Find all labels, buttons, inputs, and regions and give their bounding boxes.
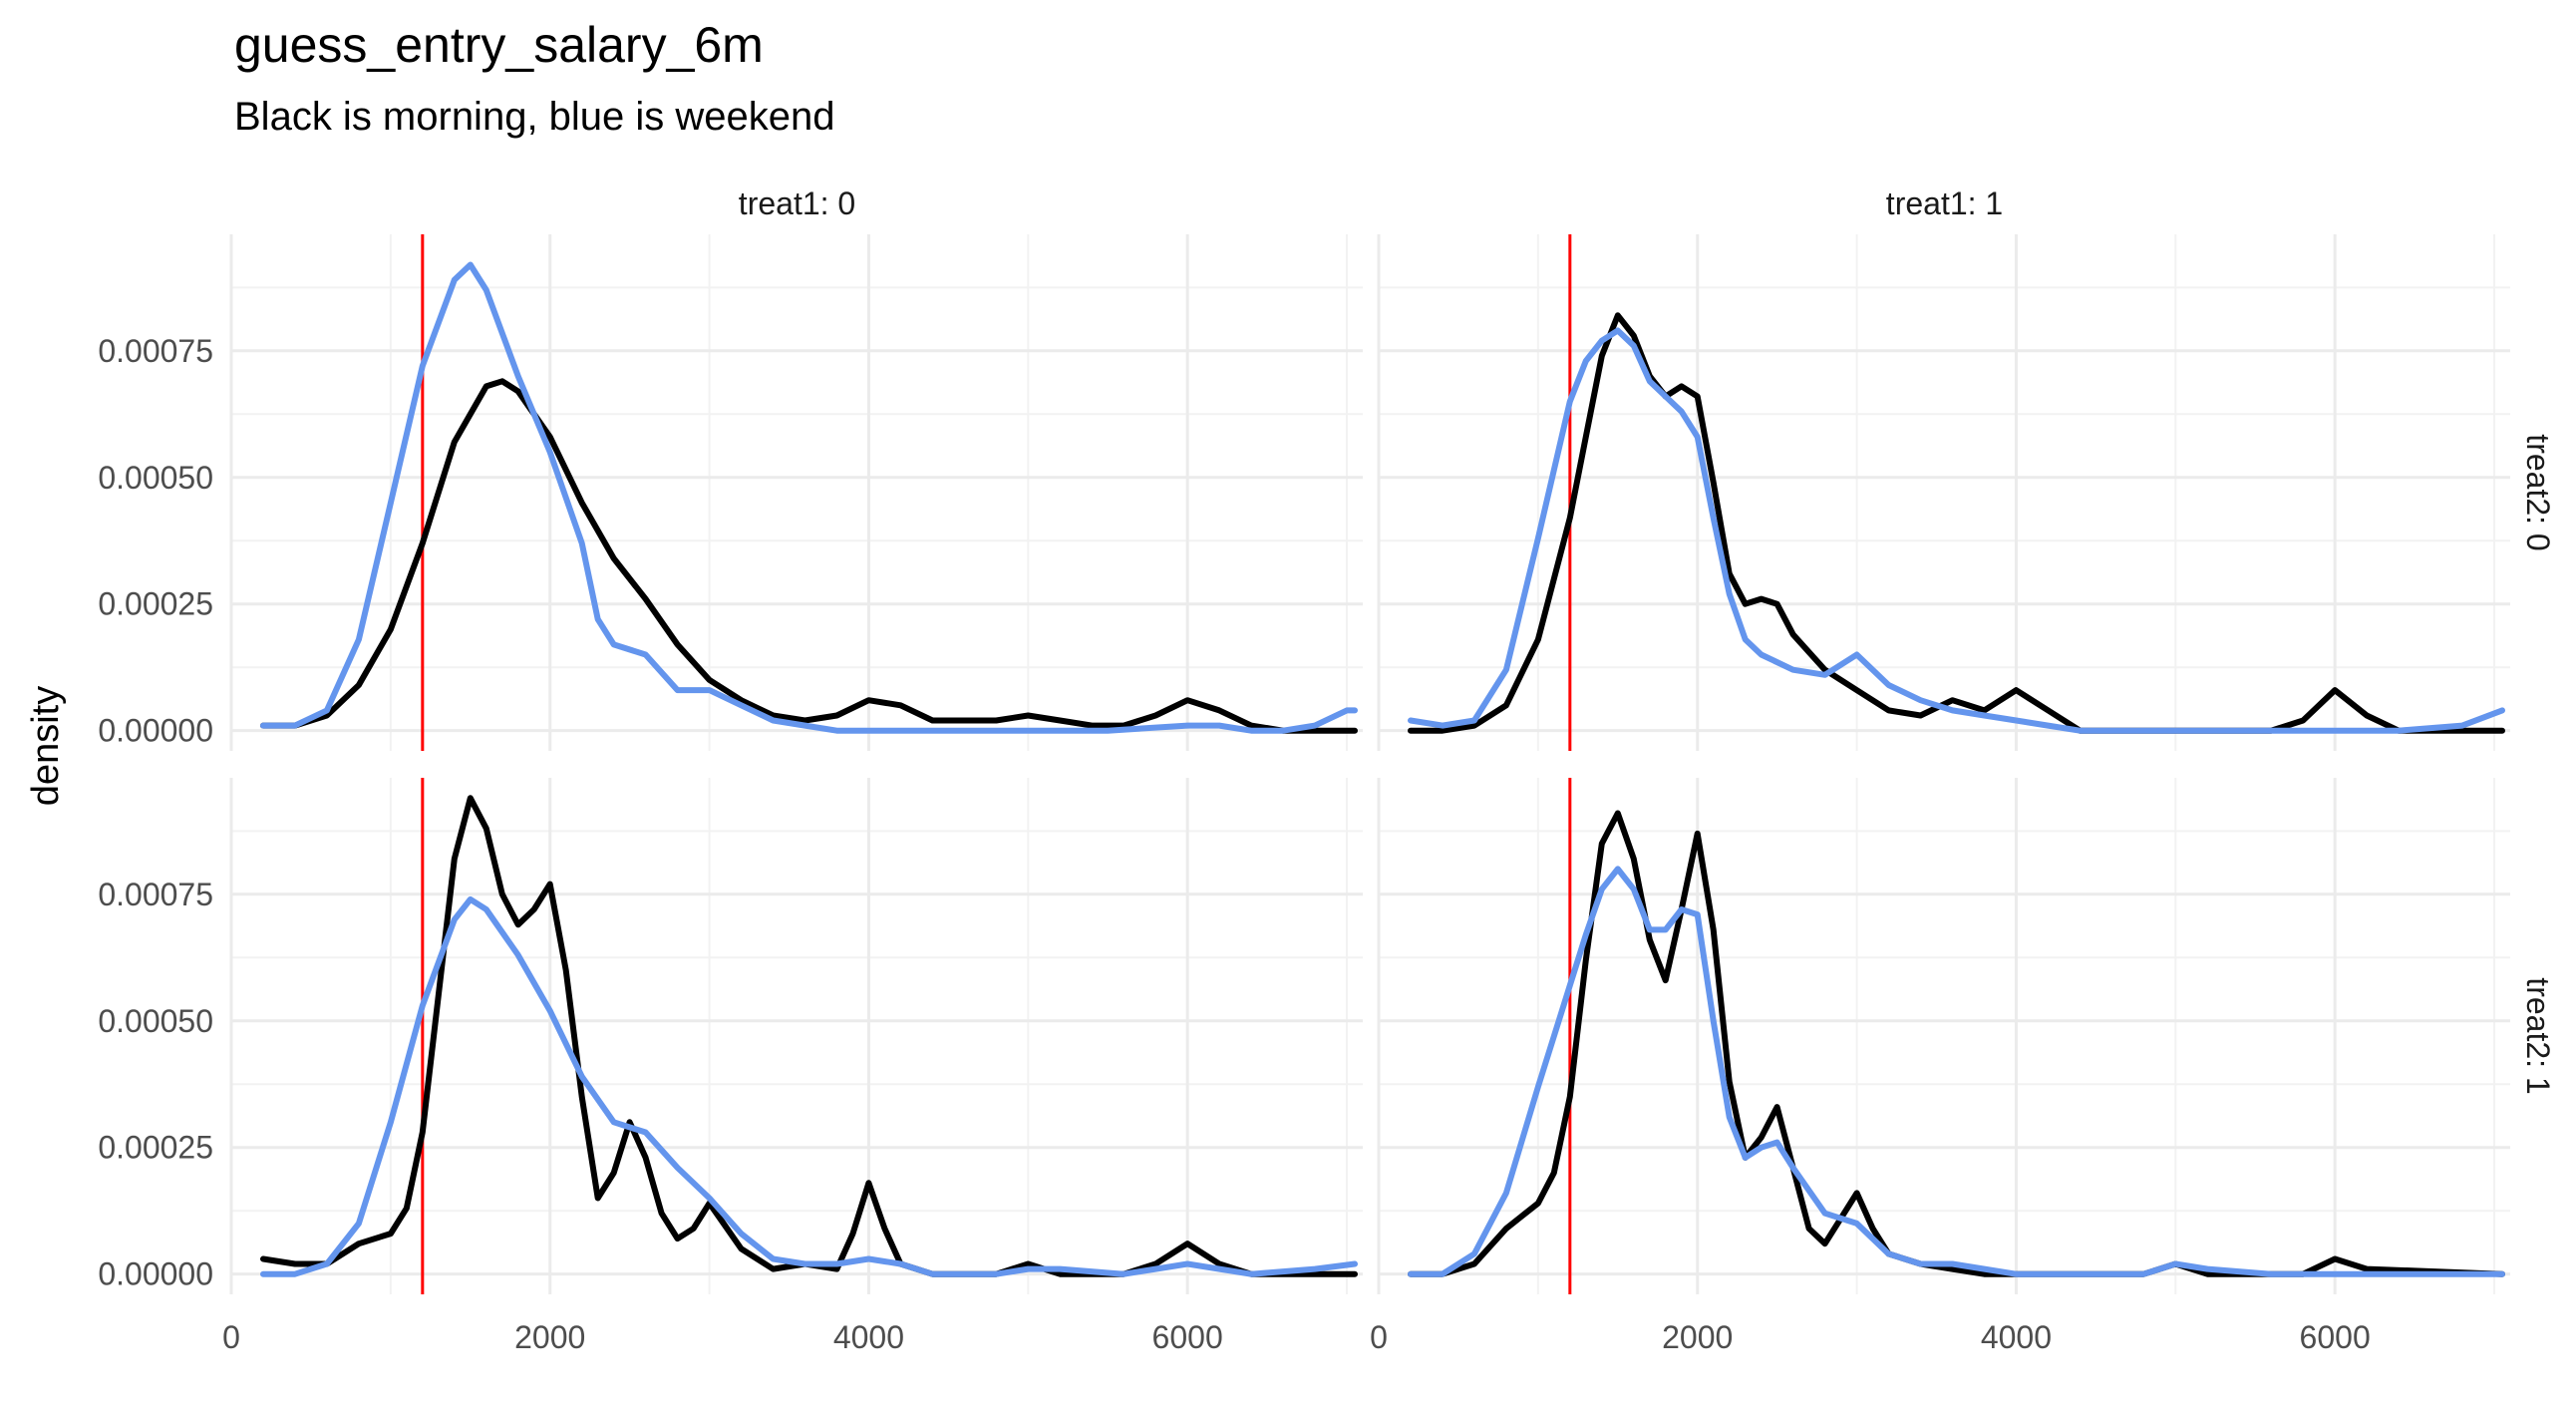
x-tick-label: 0 <box>222 1319 240 1355</box>
strip-label-col: treat1: 1 <box>1886 185 2003 221</box>
panel-1 <box>229 234 1363 751</box>
x-tick-label: 4000 <box>1981 1319 2052 1355</box>
x-tick-label: 2000 <box>514 1319 585 1355</box>
density-curve-morning <box>1408 312 2505 734</box>
density-curve-morning <box>260 795 1358 1277</box>
density-curve-morning <box>260 378 1358 734</box>
density-curve-weekend <box>1408 327 2505 734</box>
y-tick-label: 0.00050 <box>98 460 213 496</box>
y-tick-label: 0.00000 <box>98 1256 213 1292</box>
x-tick-label: 6000 <box>2300 1319 2371 1355</box>
chart-title: guess_entry_salary_6m <box>234 17 764 73</box>
density-curve-weekend <box>1408 866 2505 1277</box>
density-curve-morning <box>1408 810 2505 1277</box>
facet-panels: treat1: 0 0.00000 0.00025 0.00050 0.00075 tre… <box>98 185 2556 1355</box>
strip-label-row: treat2: 1 <box>2520 977 2556 1094</box>
strip-label-row: treat2: 0 <box>2520 434 2556 550</box>
x-tick-label: 6000 <box>1152 1319 1223 1355</box>
x-tick-label: 0 <box>1370 1319 1388 1355</box>
y-tick-label: 0.00075 <box>98 333 213 369</box>
y-tick-label: 0.00025 <box>98 586 213 622</box>
chart-subtitle: Black is morning, blue is weekend <box>234 95 835 139</box>
panel-3 <box>229 778 1363 1294</box>
x-tick-label: 4000 <box>833 1319 904 1355</box>
panel-2 <box>1377 234 2510 751</box>
y-tick-label: 0.00050 <box>98 1003 213 1039</box>
panel-4 <box>1377 778 2510 1294</box>
x-tick-label: 2000 <box>1662 1319 1733 1355</box>
strip-label-col: treat1: 0 <box>739 185 855 221</box>
y-tick-label: 0.00000 <box>98 713 213 749</box>
density-curve-weekend <box>260 261 1358 734</box>
y-tick-label: 0.00025 <box>98 1130 213 1166</box>
y-tick-label: 0.00075 <box>98 877 213 912</box>
density-curve-weekend <box>260 895 1358 1277</box>
y-axis-title: density <box>25 686 67 806</box>
